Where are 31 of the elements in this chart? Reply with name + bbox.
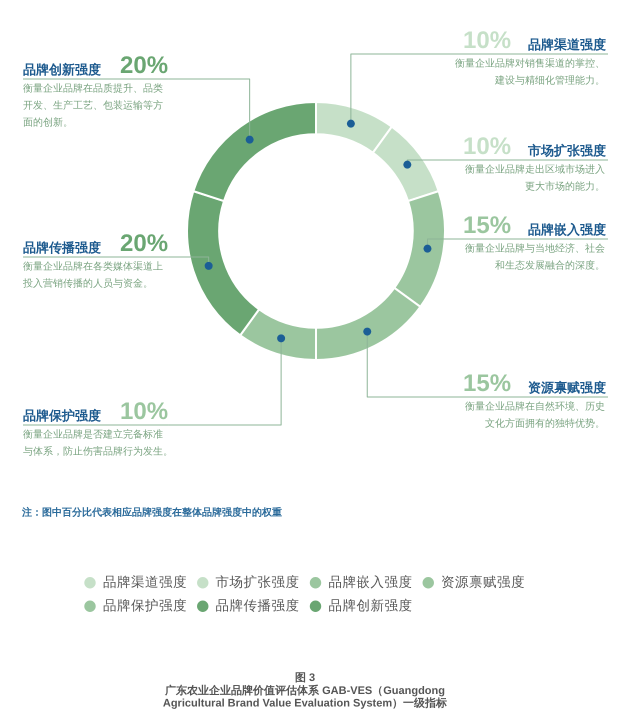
data-label: 10% [463, 27, 512, 54]
category-label: 资源禀赋强度 [528, 381, 606, 396]
data-label: 10% [120, 398, 168, 425]
text: 衡量企业品牌在自然环境、历史文化方面拥有的独特优势。 [465, 402, 605, 430]
text: 注：图中百分比代表相应品牌强度在整体品牌强度中的权重 [21, 506, 282, 519]
text: 衡量企业品牌与当地经济、社会和生态发展融合的深度。 [465, 244, 605, 272]
data-label: 15% [463, 370, 512, 397]
legend-label: 资源禀赋强度 [441, 574, 525, 590]
legend-label: 品牌创新强度 [328, 598, 412, 614]
legend-label: 品牌传播强度 [216, 598, 300, 614]
legend-label: 品牌保护强度 [102, 598, 187, 614]
text: 广东农业企业品牌价值评估体系 GAB-VES（Guangdong Agricultural Brand Value Evaluation System）一级指标 [162, 684, 448, 710]
legend-label: 品牌渠道强度 [102, 574, 187, 590]
text: 衡量企业品牌在各类媒体渠道上投入营销传播的人员与资金。 [23, 262, 163, 290]
text: 衡量企业品牌在品质提升、品类开发、生产工艺、包装运输等方面的创新。 [23, 84, 163, 129]
data-label: 10% [463, 133, 512, 160]
data-label: 20% [120, 52, 168, 79]
data-label: 20% [120, 230, 168, 257]
category-label: 品牌保护强度 [23, 409, 101, 424]
text: 衡量企业品牌对销售渠道的掌控、建设与精细化管理能力。 [455, 58, 605, 87]
category-label: 市场扩张强度 [528, 144, 606, 159]
data-label: 15% [463, 212, 512, 239]
text: 图 3 [294, 672, 316, 684]
category-label: 品牌渠道强度 [528, 38, 606, 53]
category-label: 品牌创新强度 [23, 63, 101, 78]
legend-label: 市场扩张强度 [216, 574, 300, 590]
text: 衡量企业品牌走出区域市场进入更大市场的能力。 [465, 164, 605, 193]
legend-label: 品牌嵌入强度 [328, 574, 412, 590]
category-label: 品牌传播强度 [23, 241, 101, 256]
slice-label: 品牌嵌入强度 [528, 222, 606, 238]
text: 衡量企业品牌是否建立完备标准与体系，防止伤害品牌行为发生。 [23, 430, 173, 458]
